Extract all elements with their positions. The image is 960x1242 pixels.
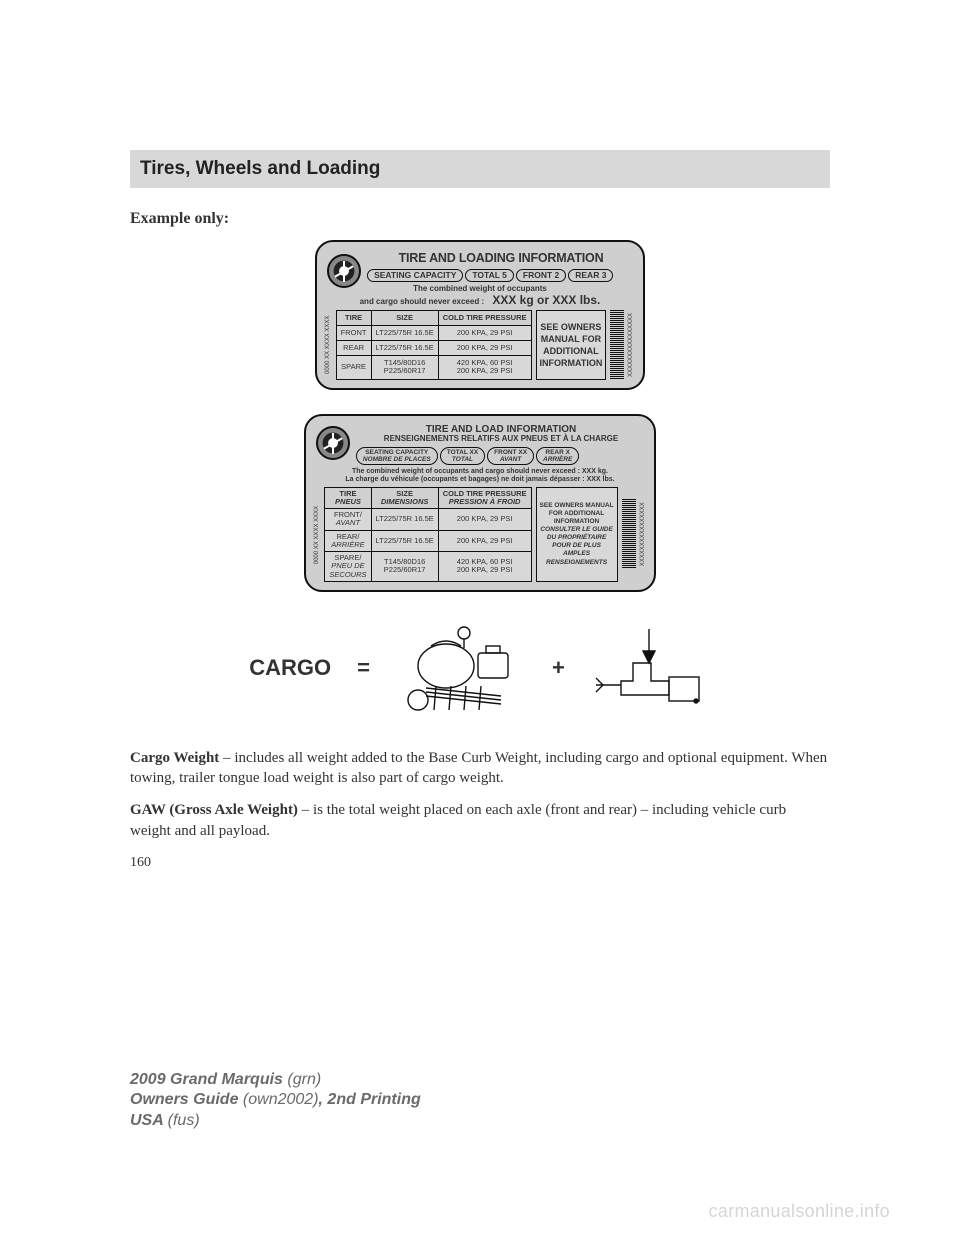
placard1-owners-box: SEE OWNERS MANUAL FOR ADDITIONAL INFORMA… — [536, 310, 607, 380]
barcode-icon — [610, 310, 624, 380]
trailer-tongue-icon — [591, 623, 711, 713]
placard2-barcode-text: XXXXXXXXXXXXXXXX — [640, 487, 647, 582]
pill: FRONT 2 — [516, 269, 566, 282]
placard2-owners-box: SEE OWNERS MANUAL FOR ADDITIONAL INFORMA… — [536, 487, 618, 582]
equals-sign: = — [357, 655, 370, 681]
gaw-paragraph: GAW (Gross Axle Weight) – is the total w… — [130, 800, 830, 841]
wheel-icon — [327, 254, 361, 288]
placard2-pills: SEATING CAPACITYNOMBRE DE PLACES TOTAL X… — [356, 447, 646, 465]
placard2-left-code: 0000 XX XXXX XXXX — [314, 487, 321, 582]
footer: 2009 Grand Marquis (grn) Owners Guide (o… — [130, 1070, 421, 1132]
tire-placard-english: TIRE AND LOADING INFORMATION SEATING CAP… — [315, 240, 645, 390]
placard1-barcode-text: XXXXXXXXXXXXXXXX — [628, 310, 635, 380]
cargo-label: CARGO — [249, 655, 331, 681]
cargo-weight-paragraph: Cargo Weight – includes all weight added… — [130, 748, 830, 789]
example-label: Example only: — [130, 210, 830, 228]
placard2-title2: RENSEIGNEMENTS RELATIFS AUX PNEUS ET À L… — [356, 435, 646, 444]
tire-placard-bilingual: TIRE AND LOAD INFORMATION RENSEIGNEMENTS… — [304, 414, 656, 592]
pill: REAR 3 — [568, 269, 613, 282]
placard1-weight-note: The combined weight of occupants and car… — [325, 285, 635, 307]
placard1-left-code: 0000 XX XXXX XXXX — [325, 310, 332, 380]
watermark: carmanualsonline.info — [709, 1201, 890, 1222]
section-header: Tires, Wheels and Loading — [130, 150, 830, 188]
pill: SEATING CAPACITY — [367, 269, 463, 282]
wheel-icon — [316, 426, 350, 460]
plus-sign: + — [552, 655, 565, 681]
page-number: 160 — [130, 855, 830, 871]
placard2-weight-note: The combined weight of occupants and car… — [314, 468, 646, 483]
placard1-table: TIRE SIZE COLD TIRE PRESSURE FRONT LT225… — [336, 310, 532, 380]
placard1-title: TIRE AND LOADING INFORMATION — [367, 252, 635, 266]
placard2-table: TIREPNEUS SIZEDIMENSIONS COLD TIRE PRESS… — [324, 487, 531, 582]
barcode-icon — [622, 499, 636, 569]
cargo-items-icon — [396, 618, 526, 718]
pill: TOTAL 5 — [465, 269, 513, 282]
placard1-pills: SEATING CAPACITY TOTAL 5 FRONT 2 REAR 3 — [367, 269, 635, 282]
cargo-equation: CARGO = + — [130, 618, 830, 718]
